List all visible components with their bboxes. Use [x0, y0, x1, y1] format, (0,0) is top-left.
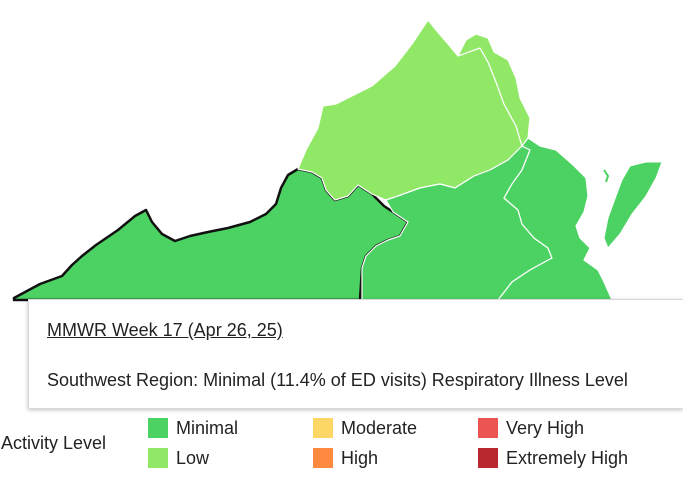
legend-item-very-high: Very High: [478, 417, 584, 439]
virginia-region-map: [12, 19, 663, 302]
legend-item-moderate: Moderate: [313, 417, 417, 439]
legend-title: Activity Level: [1, 433, 107, 453]
legend-label: Minimal: [176, 417, 239, 438]
legend-item-low: Low: [148, 447, 209, 469]
legend-label: Moderate: [341, 417, 418, 438]
mmwr-week-link[interactable]: MMWR Week 17 (Apr 26, 25): [47, 320, 283, 340]
legend-swatch: [148, 448, 168, 468]
region-eastern-shore[interactable]: [603, 161, 663, 249]
region-northern[interactable]: [457, 33, 531, 147]
legend-label: Low: [176, 447, 210, 468]
coast-detail: [603, 169, 610, 183]
region-eastern[interactable]: [497, 137, 613, 301]
legend-item-minimal: Minimal: [148, 417, 238, 439]
legend-label: Extremely High: [506, 447, 629, 468]
legend-item-high: High: [313, 447, 378, 469]
legend-swatch: [148, 418, 168, 438]
legend-label: Very High: [506, 417, 585, 438]
legend-item-extremely-high: Extremely High: [478, 447, 628, 469]
legend-label: High: [341, 447, 379, 468]
region-tooltip: MMWR Week 17 (Apr 26, 25) Southwest Regi…: [28, 299, 683, 409]
legend-swatch: [478, 448, 498, 468]
legend-swatch: [478, 418, 498, 438]
region-detail-text: Southwest Region: Minimal (11.4% of ED v…: [47, 370, 628, 390]
legend-swatch: [313, 418, 333, 438]
legend-swatch: [313, 448, 333, 468]
